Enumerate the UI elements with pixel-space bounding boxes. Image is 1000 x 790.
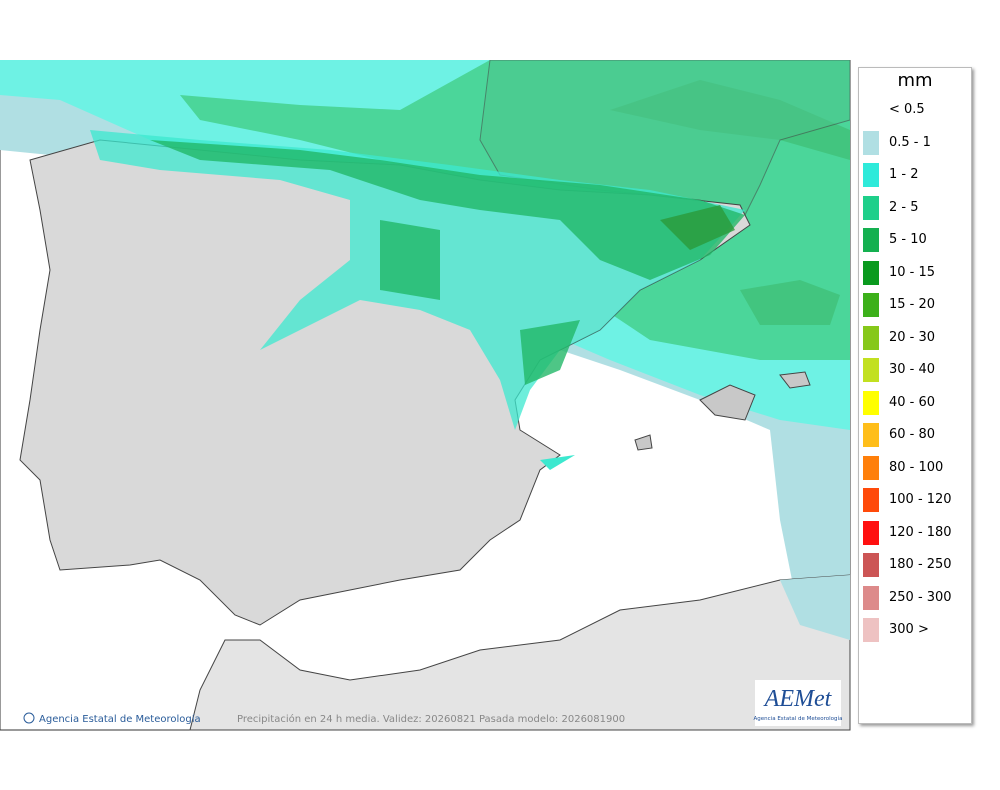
legend-label: 100 - 120 <box>889 492 952 507</box>
legend-label: 0.5 - 1 <box>889 134 931 150</box>
legend-label: 20 - 30 <box>889 329 936 345</box>
legend-swatch <box>863 585 879 610</box>
rain-area <box>540 455 575 470</box>
logo-box <box>755 680 841 726</box>
legend-label: 10 - 15 <box>889 264 936 280</box>
legend-label: 40 - 60 <box>889 394 936 410</box>
map: Agencia Estatal de Meteorología Precipit… <box>0 60 851 731</box>
legend-swatch <box>863 455 879 480</box>
island <box>634 371 811 451</box>
legend-label: 5 - 10 <box>889 232 927 247</box>
logo: AEMet <box>763 686 833 712</box>
legend-swatch <box>863 325 879 350</box>
legend-swatch <box>863 423 879 447</box>
legend-label: 60 - 80 <box>889 427 936 442</box>
logo-subtitle: Agencia Estatal de Meteorología <box>754 715 843 722</box>
legend-swatch <box>863 195 879 220</box>
legend-swatch <box>863 618 879 642</box>
legend-label: 80 - 100 <box>889 459 944 475</box>
rain-area <box>150 140 745 280</box>
legend-swatch <box>863 358 879 382</box>
rain-area <box>780 575 850 640</box>
legend-label: 2 - 5 <box>889 199 919 215</box>
legend-swatch <box>863 228 879 252</box>
legend-swatch <box>863 130 879 155</box>
agency-credit: Agencia Estatal de Meteorología <box>39 713 201 725</box>
legend: mm < 0.5 0.5 - 1 1 - 2 2 - 5 5 - 10 10 - 15 15… <box>858 67 972 724</box>
rain-area <box>660 205 735 250</box>
legend-label: 250 - 300 <box>889 589 952 605</box>
caption: Precipitación en 24 h media. Validez: 20… <box>237 713 625 725</box>
rain-area <box>610 80 850 325</box>
legend-label: 120 - 180 <box>889 524 952 540</box>
legend-swatch <box>863 488 879 512</box>
legend-label: 1 - 2 <box>889 167 919 182</box>
legend-label: 30 - 40 <box>889 362 936 377</box>
legend-swatch <box>863 293 879 317</box>
legend-label: < 0.5 <box>889 102 925 117</box>
legend-label: 15 - 20 <box>889 297 936 312</box>
legend-label: 180 - 250 <box>889 557 952 572</box>
legend-label: 300 > <box>889 622 929 637</box>
legend-swatch <box>863 260 879 285</box>
legend-swatch <box>863 553 879 577</box>
copyright-icon <box>23 712 35 724</box>
legend-title: mm <box>897 70 933 91</box>
legend-swatch <box>863 520 879 545</box>
legend-swatch <box>863 390 879 415</box>
rain-area <box>380 220 580 385</box>
legend-swatch <box>863 163 879 187</box>
